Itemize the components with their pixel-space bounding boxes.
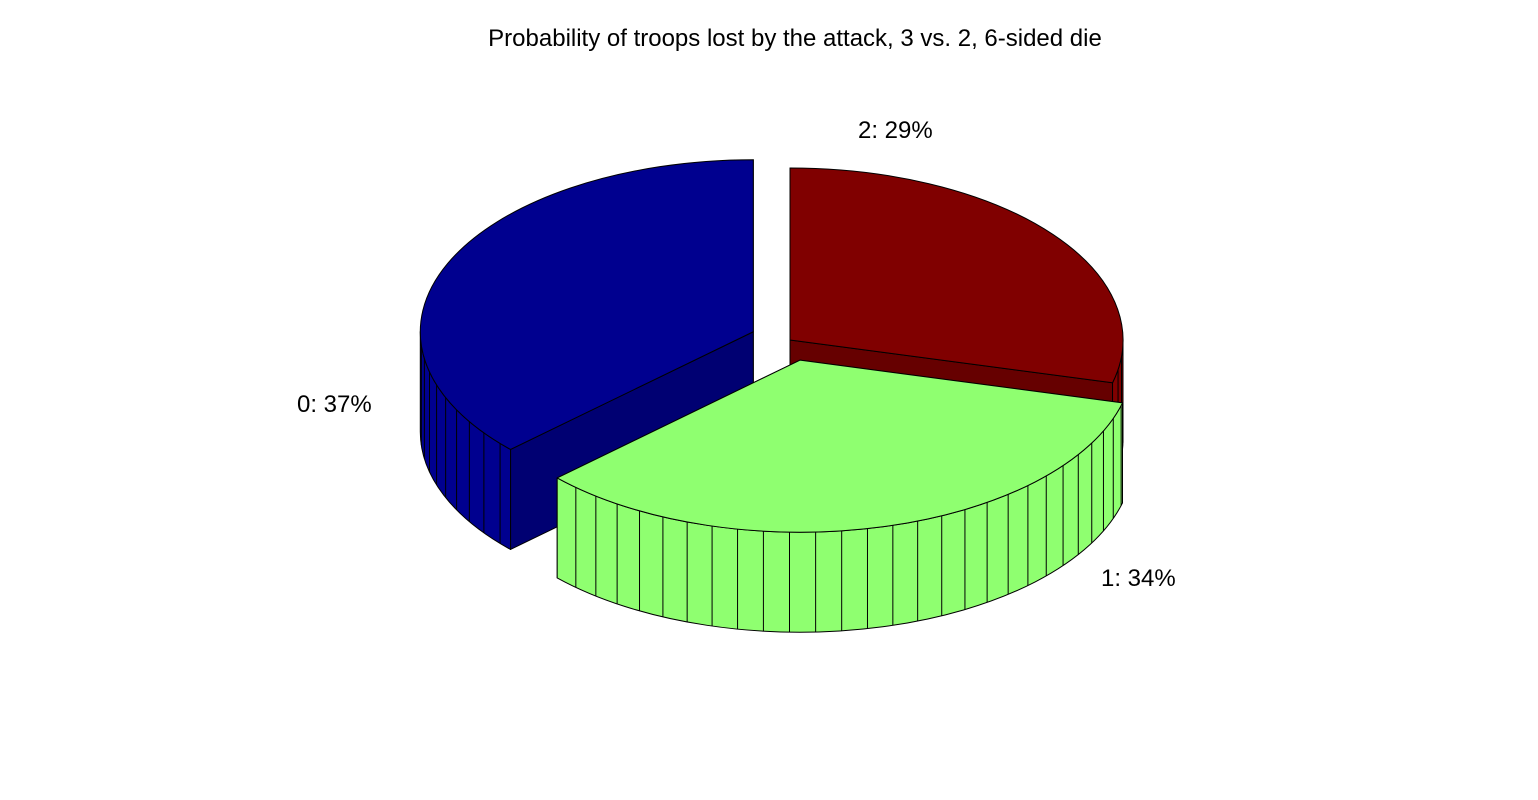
slice-label-1: 1: 34% (1101, 565, 1176, 592)
slice-1 (556, 359, 1123, 633)
slice-1-top (556, 359, 1123, 533)
slice-2-top (789, 167, 1124, 384)
slice-label-0: 0: 37% (297, 391, 372, 418)
slice-0-top (419, 159, 754, 450)
slice-label-2: 2: 29% (858, 117, 933, 144)
pie-labels: 0: 37% 1: 34% 2: 29% (297, 117, 1176, 592)
pie-slices (419, 159, 1124, 633)
chart-title: Probability of troops lost by the attack… (488, 25, 1102, 52)
